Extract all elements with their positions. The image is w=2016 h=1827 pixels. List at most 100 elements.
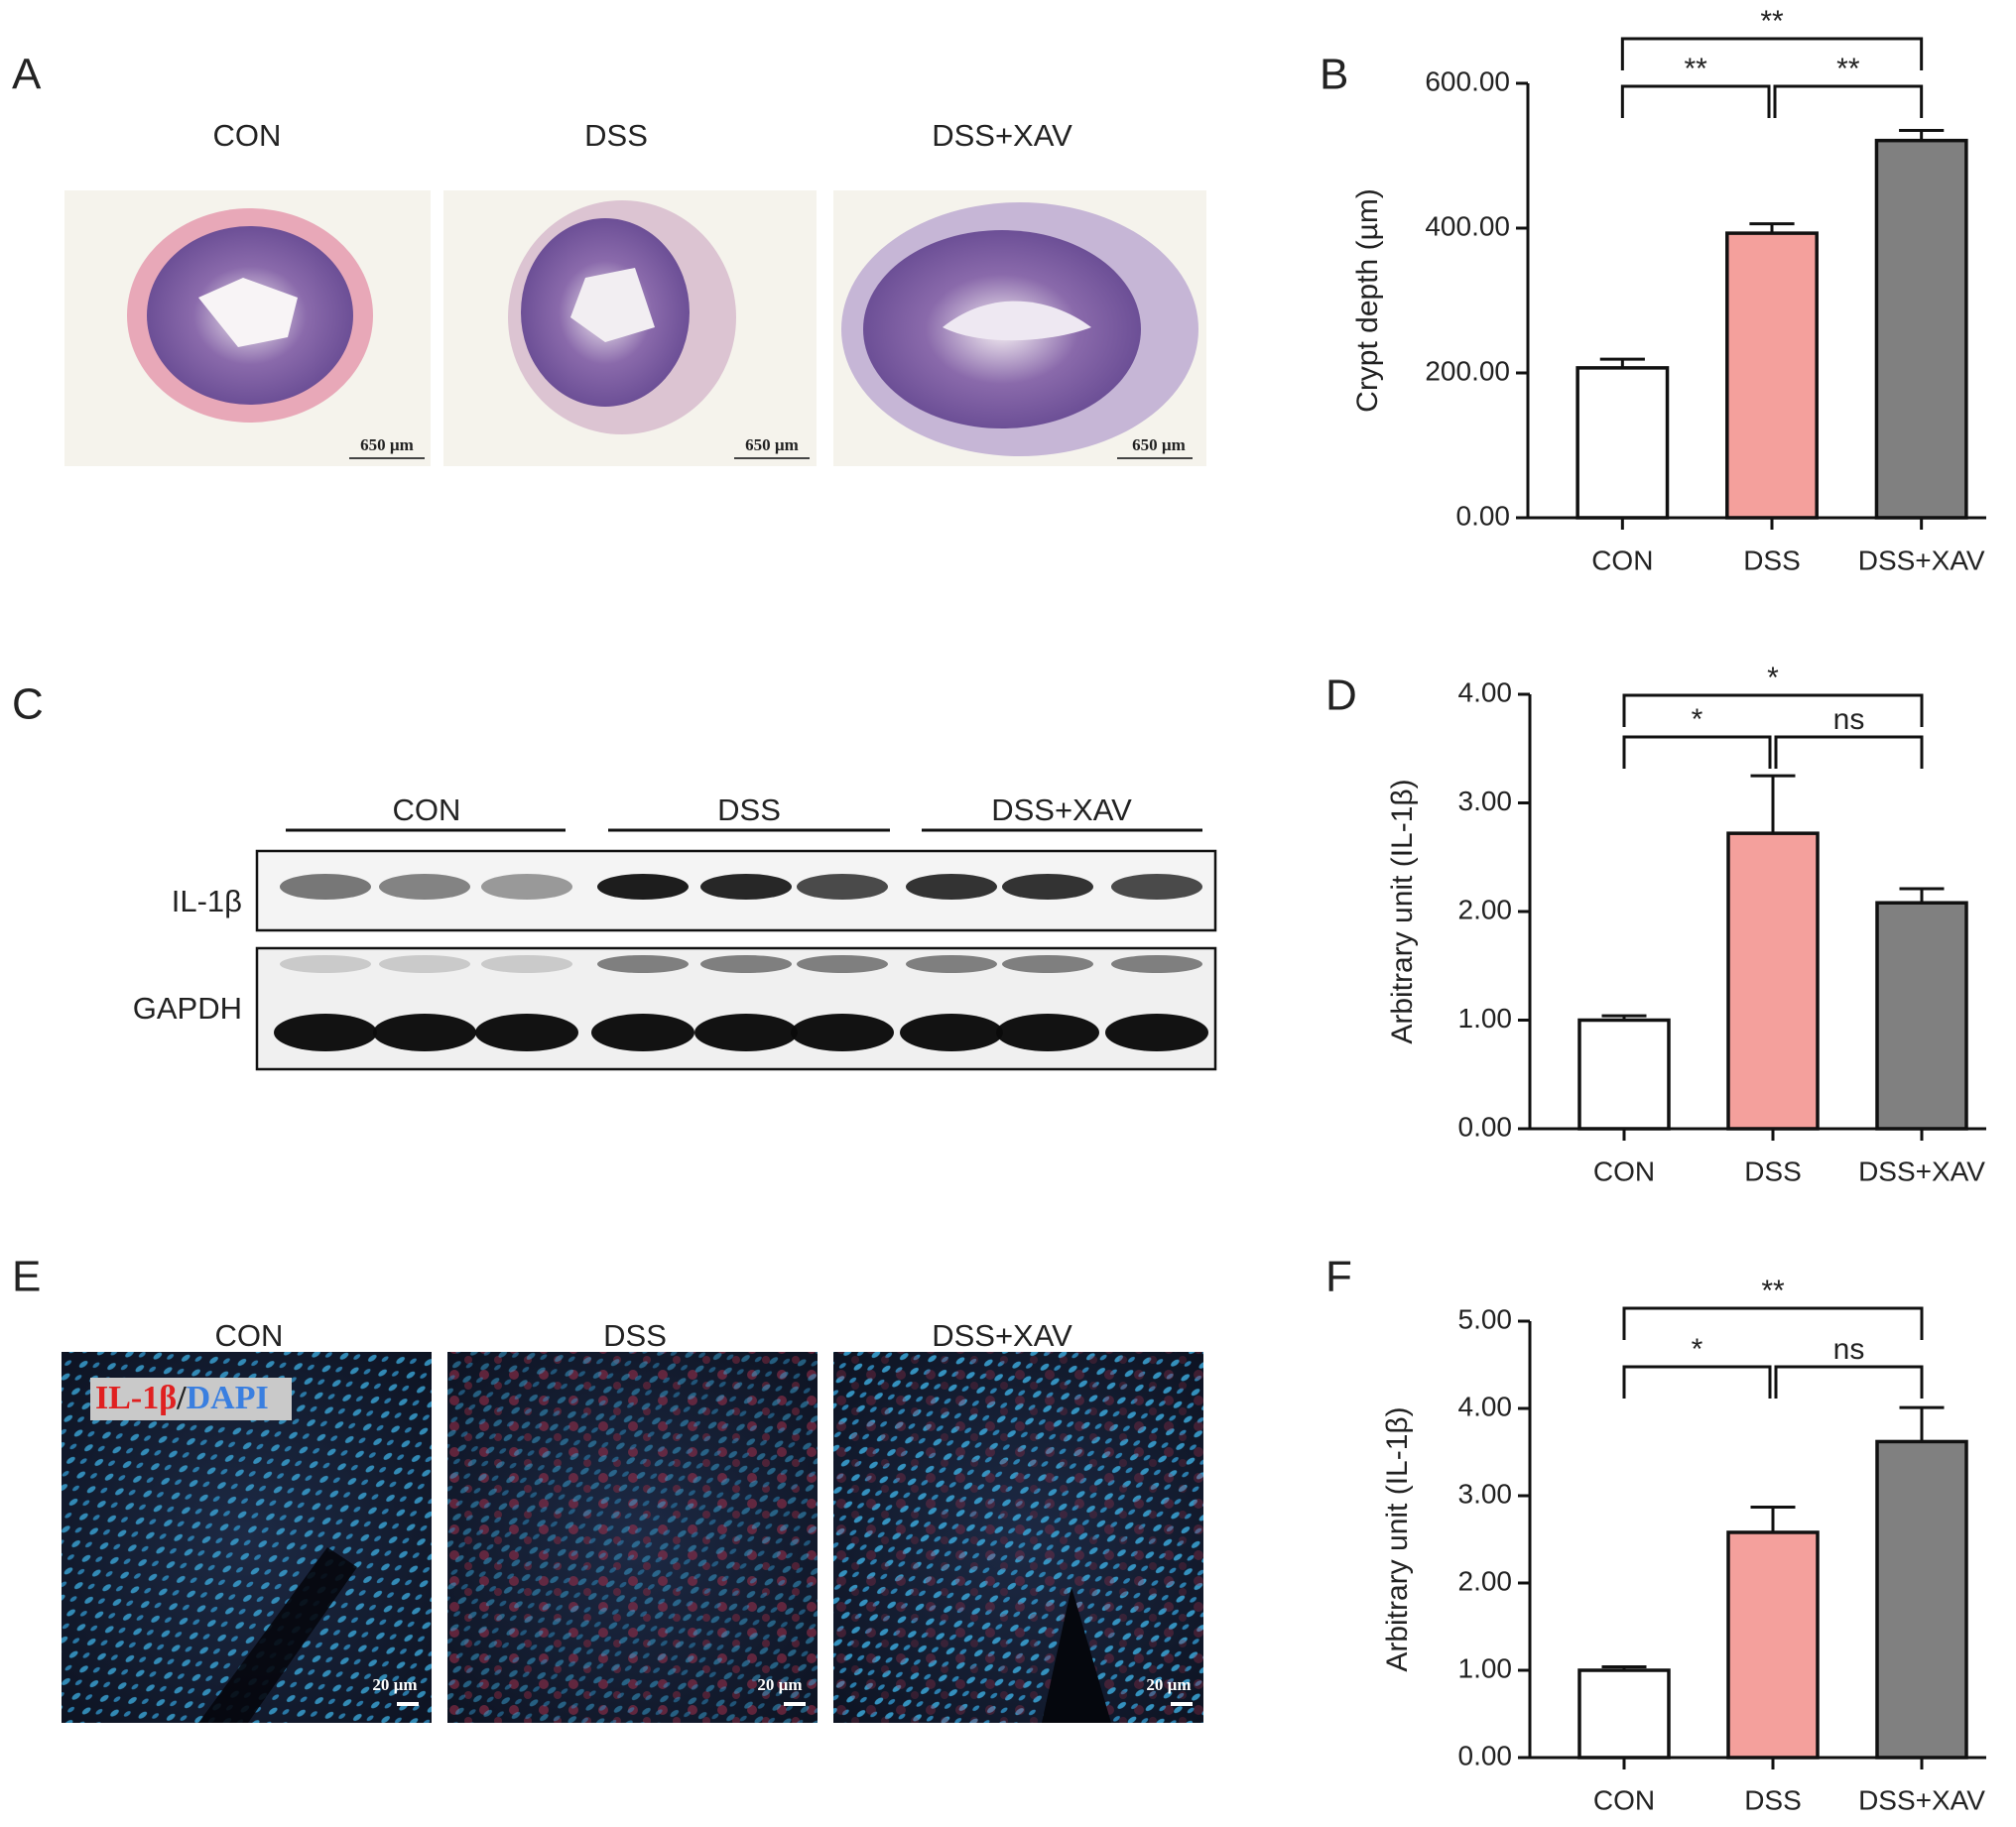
panel-label: D bbox=[1325, 671, 1357, 720]
band bbox=[379, 955, 470, 973]
histology-image: 650 µm bbox=[64, 190, 431, 466]
group-label: DSS+XAV bbox=[991, 792, 1132, 827]
band bbox=[791, 1014, 894, 1051]
image-caption: DSS+XAV bbox=[932, 1318, 1072, 1353]
y-tick-label: 5.00 bbox=[1458, 1303, 1513, 1334]
significance-bracket bbox=[1620, 37, 1924, 70]
significance-label: ns bbox=[1833, 703, 1865, 736]
scale-bar-label: 650 µm bbox=[745, 435, 799, 454]
bar bbox=[1875, 1439, 1968, 1760]
scale-bar-label: 20 µm bbox=[757, 1675, 802, 1694]
y-axis-label: Arbitrary unit (IL-1β) bbox=[1381, 1406, 1414, 1671]
bar bbox=[1577, 1018, 1671, 1131]
significance-label: ** bbox=[1760, 5, 1784, 38]
x-tick-label: CON bbox=[1591, 545, 1653, 575]
band bbox=[481, 955, 572, 973]
significance-bracket bbox=[1620, 84, 1771, 118]
significance-bracket bbox=[1622, 1365, 1772, 1399]
band bbox=[475, 1014, 578, 1051]
band bbox=[280, 874, 371, 900]
image-caption: DSS bbox=[584, 118, 648, 153]
y-axis-label: Crypt depth (µm) bbox=[1351, 188, 1384, 413]
image-caption: CON bbox=[215, 1318, 284, 1353]
x-tick-label: CON bbox=[1593, 1156, 1655, 1186]
y-tick-label: 2.00 bbox=[1458, 1565, 1513, 1596]
bar bbox=[1577, 1668, 1671, 1760]
x-tick-label: DSS bbox=[1744, 1784, 1802, 1815]
image-caption: DSS+XAV bbox=[932, 118, 1072, 153]
significance-label: * bbox=[1767, 662, 1779, 694]
y-tick-label: 0.00 bbox=[1458, 1740, 1513, 1770]
stain-label: IL-1β/DAPI bbox=[95, 1380, 269, 1416]
band bbox=[797, 955, 888, 973]
significance-label: ** bbox=[1684, 53, 1707, 85]
y-tick-label: 600.00 bbox=[1425, 65, 1510, 96]
band bbox=[1111, 874, 1202, 900]
x-tick-label: CON bbox=[1593, 1784, 1655, 1815]
band bbox=[597, 874, 689, 900]
scale-bar-label: 20 µm bbox=[1146, 1675, 1191, 1694]
panel-label: C bbox=[12, 680, 44, 729]
significance-label: ** bbox=[1761, 1275, 1785, 1307]
y-tick-label: 1.00 bbox=[1458, 1003, 1513, 1034]
scale-bar-label: 650 µm bbox=[360, 435, 414, 454]
panel-label: E bbox=[12, 1253, 41, 1301]
bar bbox=[1726, 831, 1820, 1131]
significance-bracket bbox=[1622, 1306, 1924, 1340]
x-tick-label: DSS bbox=[1744, 1156, 1802, 1186]
stain-name: DAPI bbox=[187, 1380, 269, 1416]
band bbox=[597, 955, 689, 973]
band bbox=[280, 955, 371, 973]
bar bbox=[1874, 138, 1968, 520]
image-caption: CON bbox=[213, 118, 282, 153]
band bbox=[379, 874, 470, 900]
significance-bracket bbox=[1622, 693, 1924, 727]
y-tick-label: 1.00 bbox=[1458, 1652, 1513, 1683]
band bbox=[694, 1014, 798, 1051]
significance-label: ns bbox=[1833, 1333, 1865, 1366]
panel-label: B bbox=[1320, 51, 1348, 99]
band bbox=[1111, 955, 1202, 973]
bar bbox=[1725, 231, 1819, 520]
x-tick-label: DSS+XAV bbox=[1858, 545, 1985, 575]
if-image: 20 µm bbox=[833, 1352, 1203, 1723]
if-image: 20 µm bbox=[447, 1352, 818, 1723]
stain-name: IL-1β bbox=[95, 1380, 177, 1416]
bar bbox=[1726, 1530, 1820, 1760]
group-label: DSS bbox=[717, 792, 781, 827]
band bbox=[481, 874, 572, 900]
significance-bracket bbox=[1774, 735, 1924, 769]
significance-label: * bbox=[1692, 1333, 1703, 1366]
scale-bar-label: 650 µm bbox=[1132, 435, 1186, 454]
y-tick-label: 3.00 bbox=[1458, 1478, 1513, 1509]
y-tick-label: 2.00 bbox=[1458, 894, 1513, 924]
if-image: IL-1β/DAPI 20 µm bbox=[62, 1352, 432, 1723]
band bbox=[373, 1014, 476, 1051]
band bbox=[797, 874, 888, 900]
x-tick-label: DSS+XAV bbox=[1858, 1156, 1985, 1186]
significance-label: * bbox=[1692, 703, 1703, 736]
histology-image: 650 µm bbox=[833, 190, 1206, 466]
y-axis-label: Arbitrary unit (IL-1β) bbox=[1386, 779, 1419, 1043]
band bbox=[591, 1014, 694, 1051]
panel-label: F bbox=[1325, 1253, 1352, 1301]
significance-bracket bbox=[1622, 735, 1772, 769]
band bbox=[906, 874, 997, 900]
band bbox=[700, 955, 792, 973]
band bbox=[906, 955, 997, 973]
image-caption: DSS bbox=[603, 1318, 667, 1353]
band bbox=[700, 874, 792, 900]
y-tick-label: 4.00 bbox=[1458, 676, 1513, 707]
band bbox=[900, 1014, 1003, 1051]
y-tick-label: 400.00 bbox=[1425, 210, 1510, 241]
band bbox=[274, 1014, 377, 1051]
stain-separator: / bbox=[176, 1380, 187, 1416]
y-tick-label: 3.00 bbox=[1458, 786, 1513, 816]
band bbox=[996, 1014, 1099, 1051]
x-tick-label: DSS bbox=[1743, 545, 1801, 575]
significance-bracket bbox=[1773, 84, 1924, 118]
band bbox=[1002, 955, 1093, 973]
protein-label: GAPDH bbox=[133, 991, 242, 1026]
western-blot: CON DSS DSS+XAV IL-1β GAPDH bbox=[133, 792, 1217, 1071]
